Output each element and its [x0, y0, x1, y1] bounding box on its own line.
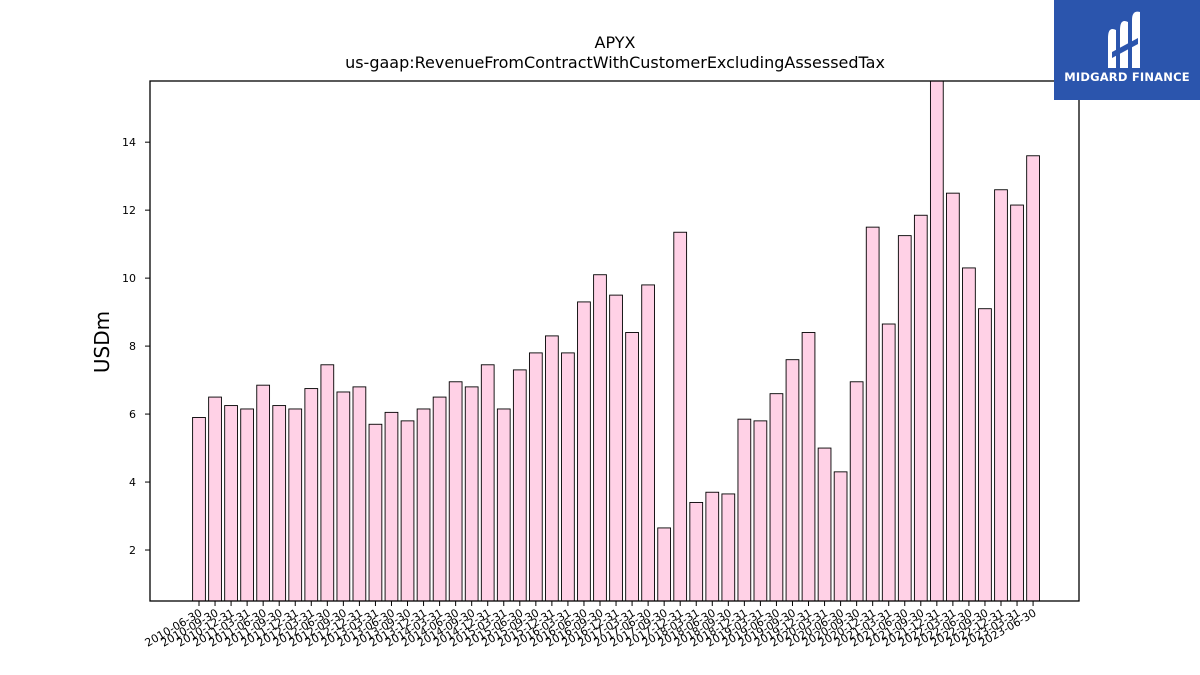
y-tick-label: 8 — [129, 340, 136, 353]
bars-group — [192, 80, 1040, 602]
bar-2014-12-31 — [480, 364, 495, 602]
bar-2017-03-31 — [625, 332, 639, 602]
y-tick-label: 6 — [129, 408, 136, 421]
bar-2013-09-30 — [400, 420, 415, 602]
midgard-logo-icon — [1108, 11, 1140, 68]
x-ticks-group: 2010-06-302010-09-302010-12-312011-03-31… — [143, 601, 1039, 650]
bar-2014-09-30 — [464, 386, 479, 602]
bar-2014-03-31 — [432, 396, 447, 602]
bar-2011-12-31 — [288, 408, 303, 602]
bar-2011-03-31 — [240, 408, 254, 602]
bar-2017-09-30 — [657, 527, 672, 602]
bar-2016-06-30 — [577, 301, 591, 602]
midgard-finance-logo: MIDGARD FINANCE — [1054, 0, 1200, 100]
bar-2021-12-31 — [929, 80, 944, 602]
chart-subtitle: us-gaap:RevenueFromContractWithCustomerE… — [345, 53, 885, 72]
bar-2021-09-30 — [913, 214, 928, 602]
plot-frame — [149, 80, 1080, 602]
bar-2019-03-31 — [753, 420, 768, 602]
bar-2016-03-31 — [561, 352, 575, 602]
bar-2019-06-30 — [769, 393, 784, 602]
bar-2018-12-31 — [737, 418, 752, 602]
bar-2023-03-31 — [1010, 204, 1024, 602]
bar-2015-12-31 — [545, 335, 559, 602]
bar-2019-12-31 — [801, 332, 816, 602]
bar-2010-06-30 — [192, 417, 206, 602]
bar-2021-06-30 — [897, 235, 912, 602]
bar-2019-09-30 — [785, 359, 800, 602]
bar-2017-06-30 — [641, 284, 655, 602]
y-axis-label: USDm — [90, 311, 114, 373]
bar-2015-06-30 — [512, 369, 527, 602]
y-tick-label: 14 — [122, 136, 136, 149]
logo-text: MIDGARD FINANCE — [1064, 70, 1190, 84]
bar-2013-12-31 — [416, 408, 431, 602]
bar-2022-03-31 — [946, 192, 960, 602]
bar-2018-06-30 — [705, 491, 720, 602]
bar-2020-12-31 — [865, 226, 880, 602]
bar-2012-09-30 — [336, 391, 351, 602]
y-tick-label: 4 — [129, 476, 136, 489]
bar-2016-09-30 — [593, 274, 607, 602]
bar-2022-12-31 — [994, 189, 1008, 602]
bar-2023-06-30 — [1026, 155, 1040, 602]
bar-2020-06-30 — [833, 471, 848, 602]
bar-2018-09-30 — [721, 493, 736, 602]
chart-title: APYX — [595, 33, 636, 52]
bar-2018-03-31 — [689, 501, 704, 602]
bar-2013-06-30 — [384, 411, 399, 602]
y-tick-label: 12 — [122, 204, 136, 217]
bar-2013-03-31 — [368, 423, 383, 602]
bar-2020-09-30 — [849, 381, 864, 602]
bar-2011-06-30 — [256, 384, 271, 602]
bar-2021-03-31 — [881, 323, 896, 602]
bar-2010-12-31 — [224, 405, 238, 602]
bar-2012-03-31 — [304, 388, 319, 602]
bar-2014-06-30 — [448, 381, 463, 602]
y-tick-label: 2 — [129, 544, 136, 557]
bar-2016-12-31 — [609, 294, 623, 602]
bar-2012-06-30 — [320, 364, 335, 602]
bar-2015-03-31 — [496, 408, 511, 602]
bar-2015-09-30 — [528, 352, 543, 602]
bar-2011-09-30 — [272, 405, 287, 602]
bar-2010-09-30 — [208, 396, 222, 602]
bar-2022-06-30 — [962, 267, 976, 602]
y-ticks-group: 2 4 6 8 10 12 14 — [122, 136, 150, 557]
bar-2017-12-31 — [673, 231, 688, 602]
bar-2012-12-31 — [352, 386, 367, 602]
bar-2022-09-30 — [978, 308, 992, 602]
y-tick-label: 10 — [122, 272, 136, 285]
bar-2020-03-31 — [817, 447, 832, 602]
